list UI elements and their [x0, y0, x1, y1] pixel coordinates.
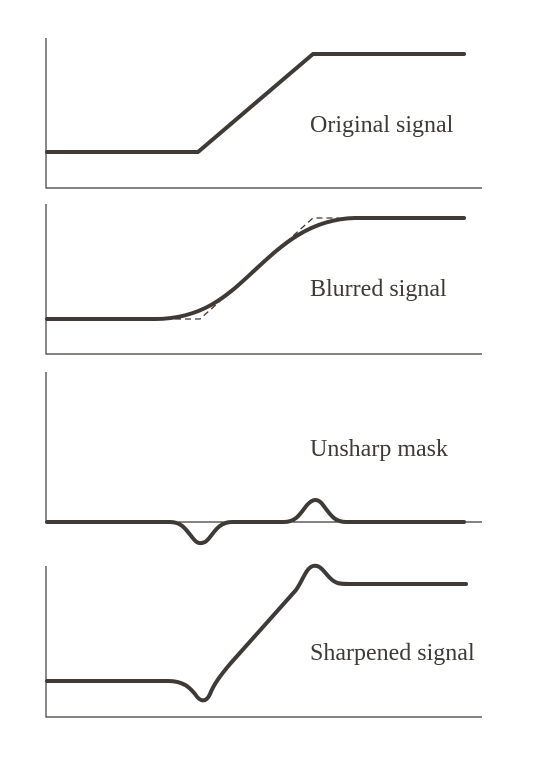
- unsharp-mask-curve: [45, 498, 466, 546]
- panel-unsharp-mask: Unsharp mask: [45, 372, 482, 546]
- sharpened-signal-label: Sharpened signal: [310, 640, 475, 666]
- sharpened-signal-curve: [45, 563, 468, 703]
- panel-sharpened-signal: Sharpened signal: [45, 563, 482, 718]
- panel-original-signal: Original signal: [45, 38, 482, 189]
- unsharp-mask-label: Unsharp mask: [310, 436, 448, 462]
- original-signal-curve: [45, 52, 466, 154]
- blurred-axis: [45, 204, 482, 355]
- blurred-signal-label: Blurred signal: [310, 276, 447, 302]
- panel-blurred-signal: Blurred signal: [45, 204, 482, 355]
- original-axis: [45, 38, 482, 189]
- sharpened-axis: [45, 566, 482, 718]
- original-signal-label: Original signal: [310, 112, 454, 138]
- blurred-signal-curve: [45, 216, 466, 321]
